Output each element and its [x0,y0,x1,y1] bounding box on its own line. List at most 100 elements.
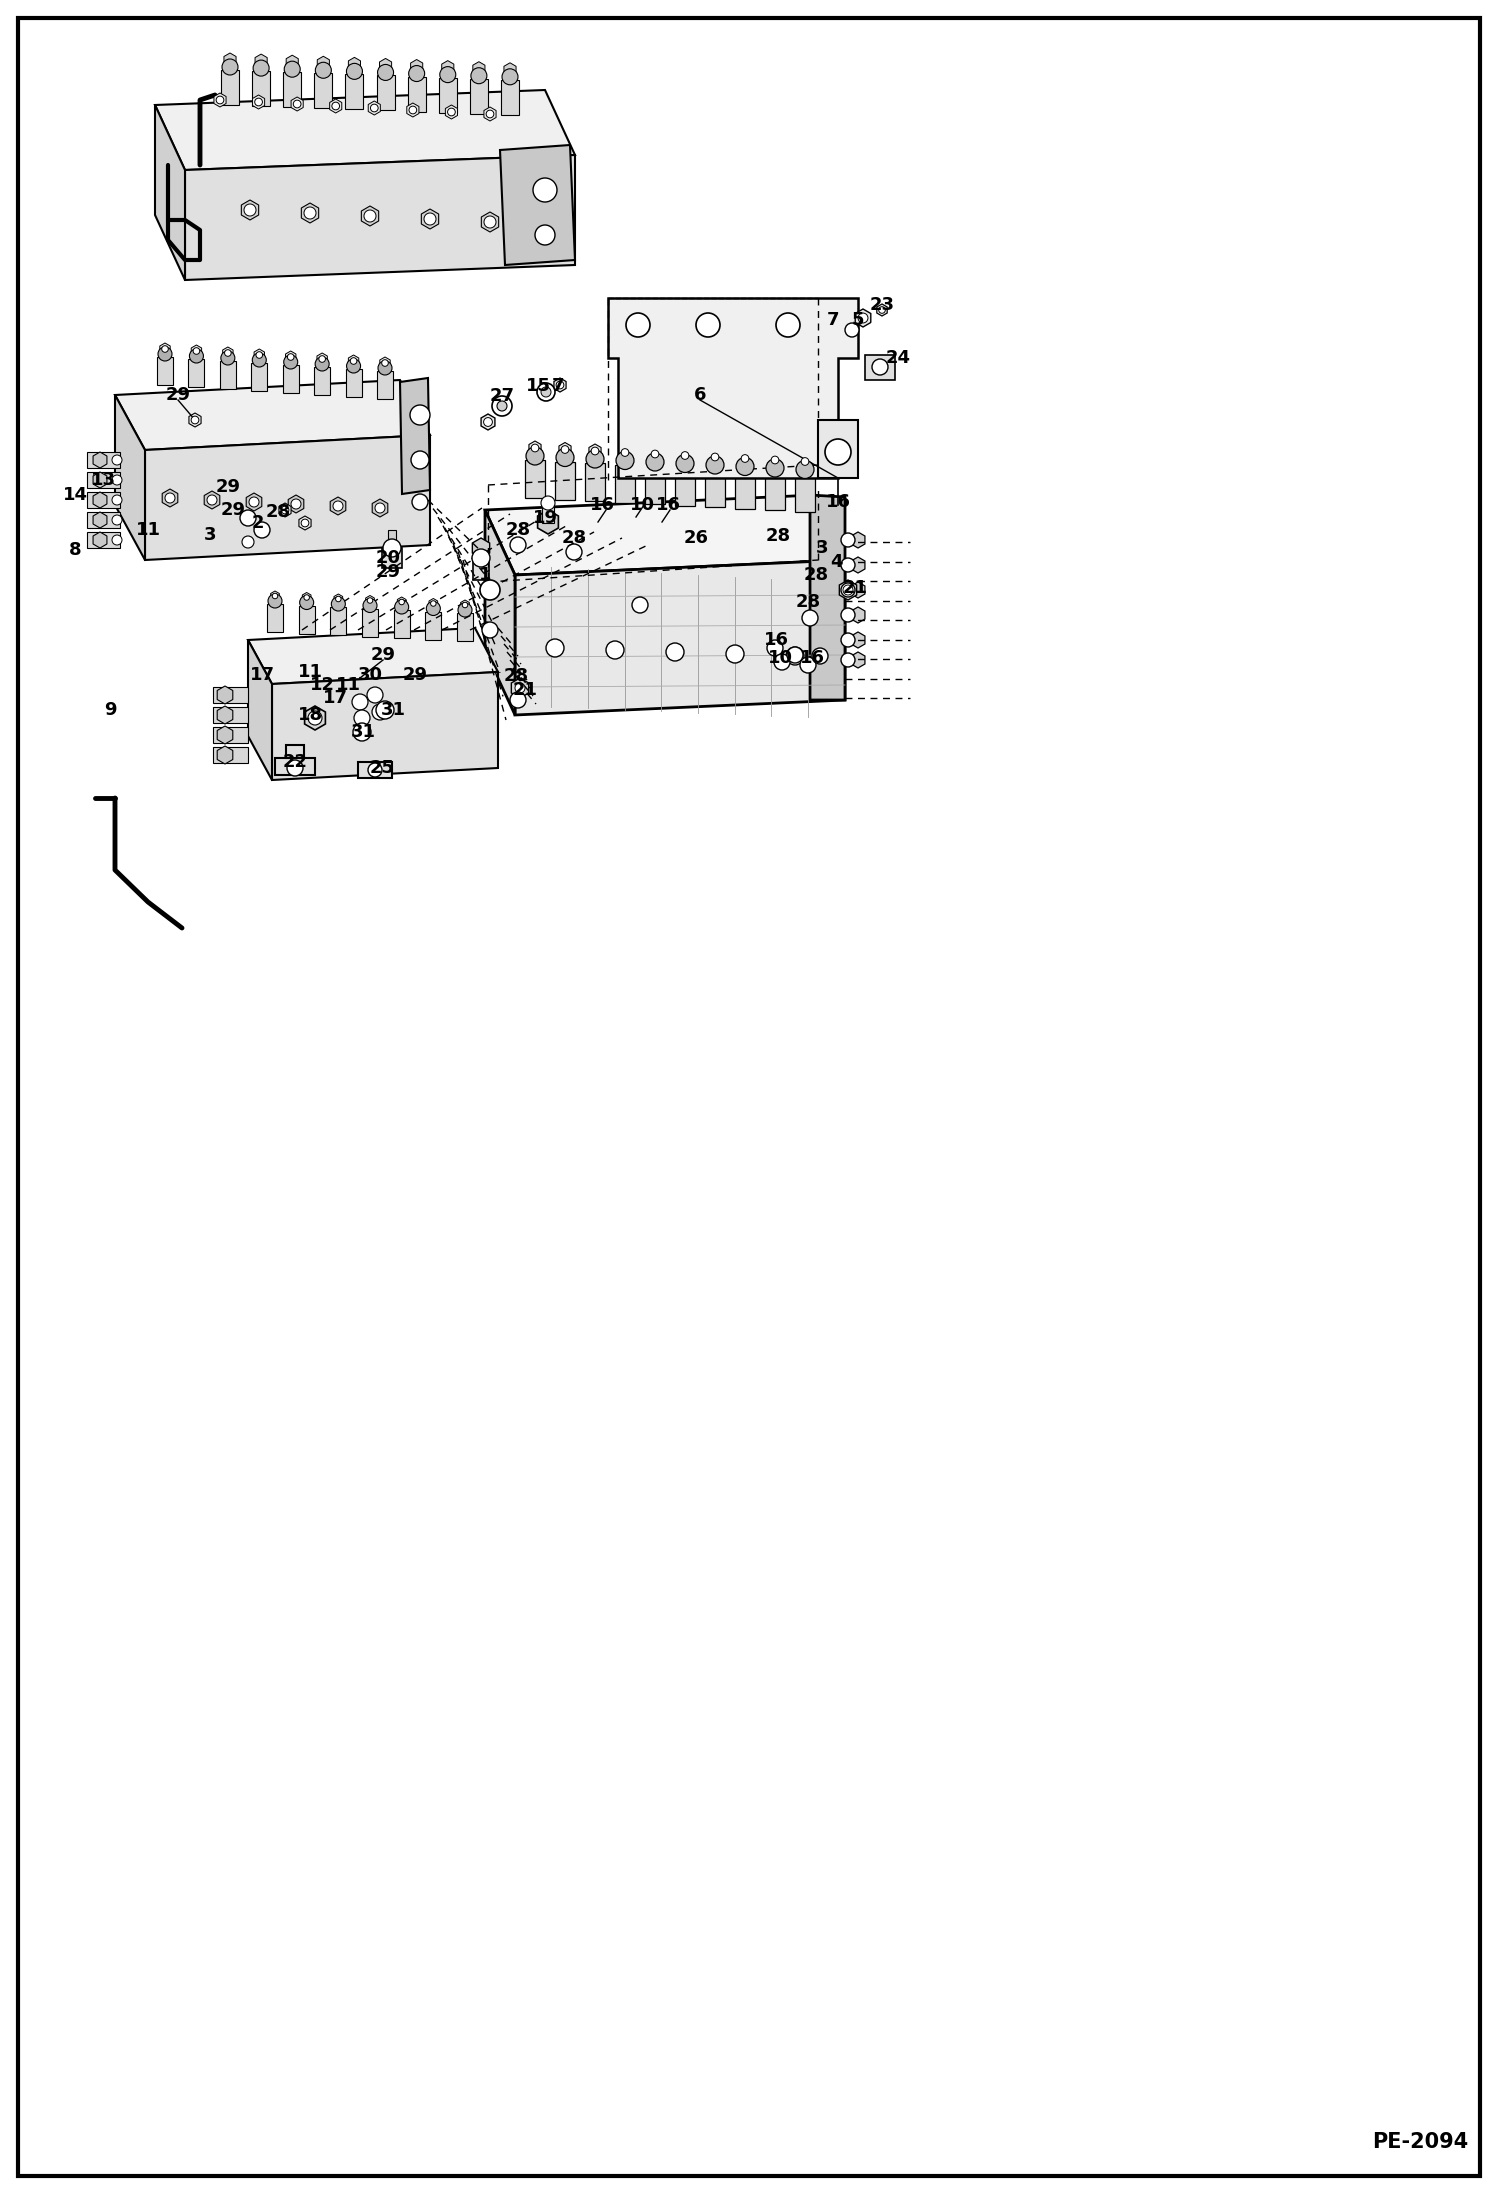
Polygon shape [818,419,858,478]
Polygon shape [855,309,870,327]
Polygon shape [372,498,388,518]
Circle shape [282,507,289,513]
Text: 17: 17 [322,689,348,706]
Bar [407,77,425,112]
Text: 27: 27 [490,386,514,406]
Polygon shape [288,496,304,513]
Circle shape [112,496,121,505]
Bar [676,467,695,505]
Polygon shape [851,652,864,667]
Bar [616,465,635,502]
Circle shape [112,516,121,524]
Circle shape [541,496,554,509]
Circle shape [533,178,557,202]
Circle shape [545,638,565,656]
Bar [524,461,545,498]
Text: 25: 25 [370,759,394,777]
Circle shape [374,502,385,513]
Circle shape [786,647,804,665]
Circle shape [427,601,440,617]
Polygon shape [217,746,232,764]
Text: 21: 21 [842,579,867,597]
Polygon shape [851,632,864,647]
Text: 29: 29 [165,386,190,404]
Circle shape [220,351,235,364]
Polygon shape [223,53,237,68]
Circle shape [372,704,388,720]
Bar [331,608,346,634]
Polygon shape [515,559,845,715]
Circle shape [556,448,574,467]
Circle shape [736,459,753,476]
Bar [283,364,298,393]
Bar [646,465,665,505]
Polygon shape [407,103,419,116]
Bar [298,606,315,634]
Polygon shape [286,55,298,70]
Circle shape [288,353,294,360]
Circle shape [333,500,343,511]
Polygon shape [87,491,120,509]
Circle shape [497,402,506,410]
Polygon shape [421,208,439,228]
Circle shape [285,61,300,77]
Text: 17: 17 [250,667,274,685]
Circle shape [667,643,685,660]
Circle shape [319,355,325,362]
Circle shape [316,61,331,79]
Polygon shape [162,489,178,507]
Text: 20: 20 [376,548,400,566]
Circle shape [532,443,539,452]
Polygon shape [189,412,201,428]
Text: 28: 28 [503,667,529,685]
Circle shape [801,610,818,625]
Circle shape [858,314,867,323]
Circle shape [255,522,270,538]
Polygon shape [87,452,120,467]
Polygon shape [739,452,750,465]
Circle shape [112,454,121,465]
Polygon shape [279,502,291,518]
Circle shape [240,509,256,527]
Text: 31: 31 [380,702,406,720]
Circle shape [352,693,369,711]
Text: 14: 14 [63,487,87,505]
Bar [363,608,377,636]
Polygon shape [223,347,234,360]
Circle shape [383,540,401,557]
Polygon shape [213,687,249,702]
Bar [439,77,457,112]
Polygon shape [271,590,279,601]
Bar [382,548,401,568]
Polygon shape [798,454,810,470]
Bar [425,612,442,638]
Polygon shape [361,206,379,226]
Polygon shape [538,509,559,533]
Text: 7: 7 [551,377,565,395]
Text: 10: 10 [767,649,792,667]
Text: 24: 24 [885,349,911,366]
Bar [315,72,333,108]
Polygon shape [442,61,454,75]
Circle shape [586,450,604,467]
Text: 29: 29 [370,645,395,665]
Circle shape [774,654,789,669]
Circle shape [367,687,383,702]
Circle shape [255,99,262,105]
Circle shape [470,68,487,83]
Circle shape [398,599,404,606]
Polygon shape [397,597,406,608]
Text: 19: 19 [532,509,557,527]
Circle shape [632,597,649,612]
Circle shape [535,226,554,246]
Bar [252,70,270,105]
Polygon shape [217,706,232,724]
Polygon shape [473,61,485,77]
Bar [220,362,235,388]
Bar [457,612,473,641]
Circle shape [622,448,629,456]
Polygon shape [192,344,202,358]
Polygon shape [813,649,825,663]
Text: 11: 11 [135,520,160,540]
Polygon shape [461,599,469,610]
